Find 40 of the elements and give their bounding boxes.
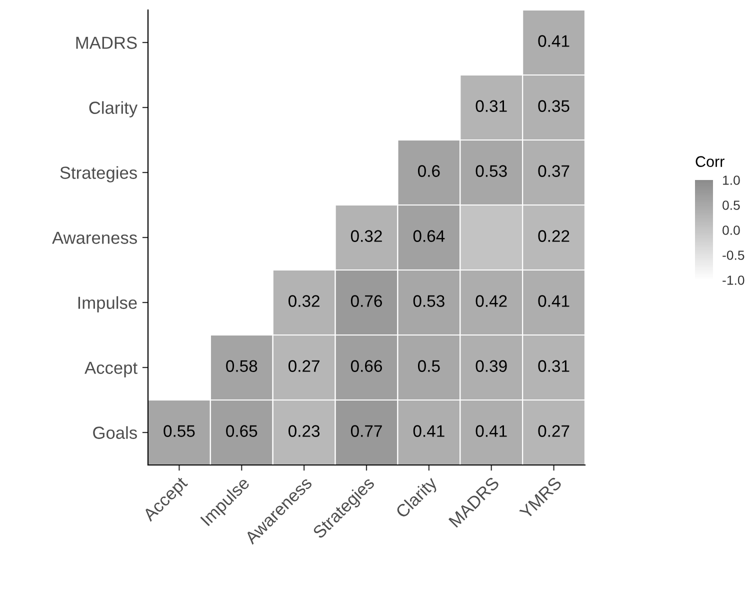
data-label: 0.41	[538, 35, 570, 47]
data-label: 0.5	[418, 360, 440, 372]
color-bar-label: 0.0	[722, 226, 740, 235]
data-label: 0.65	[226, 425, 258, 437]
data-label: 0.42	[476, 295, 507, 307]
data-label: 0.41	[413, 425, 444, 437]
data-label: 0.27	[288, 360, 320, 372]
data-label: 0.22	[538, 230, 570, 242]
data-label: 0.53	[476, 165, 507, 177]
y-tick-label: Impulse	[78, 296, 137, 312]
data-label: 0.41	[538, 295, 570, 307]
y-tick-label: Awareness	[52, 232, 137, 244]
data-label: 0.58	[226, 360, 258, 372]
data-label: 0.77	[350, 425, 382, 437]
data-label: 0.6	[418, 165, 440, 177]
y-tick-label: Goals	[93, 426, 137, 439]
data-label: 0.27	[538, 425, 570, 437]
color-bar-label: -0.5	[722, 250, 744, 260]
data-label: 0.32	[288, 295, 320, 307]
data-label: 0.64	[413, 230, 445, 242]
data-label: 0.31	[476, 100, 507, 112]
data-label: 0.76	[350, 295, 382, 307]
y-tick-label: Clarity	[89, 101, 138, 118]
data-label: 0.35	[538, 100, 570, 112]
color-bar-label: 1.0	[723, 176, 740, 185]
data-label: 0.41	[476, 425, 507, 437]
data-label: 0.37	[538, 165, 570, 177]
data-label: 0.55	[164, 425, 195, 437]
data-label: 0.32	[350, 230, 382, 242]
color-bar-title: Corr	[696, 156, 724, 167]
y-tick-label: MADRS	[76, 36, 137, 49]
data-label: 0.23	[288, 425, 320, 437]
color-bar-label: 0.5	[722, 200, 740, 210]
data-label: 0.53	[413, 295, 444, 307]
data-label: 0.39	[476, 360, 507, 372]
color-bar-label: -1.0	[722, 276, 744, 285]
y-tick-label: Strategies	[60, 166, 137, 182]
y-tick-label: Accept	[84, 362, 138, 378]
data-label: 0.66	[350, 360, 382, 372]
data-label: 0.31	[538, 360, 570, 372]
